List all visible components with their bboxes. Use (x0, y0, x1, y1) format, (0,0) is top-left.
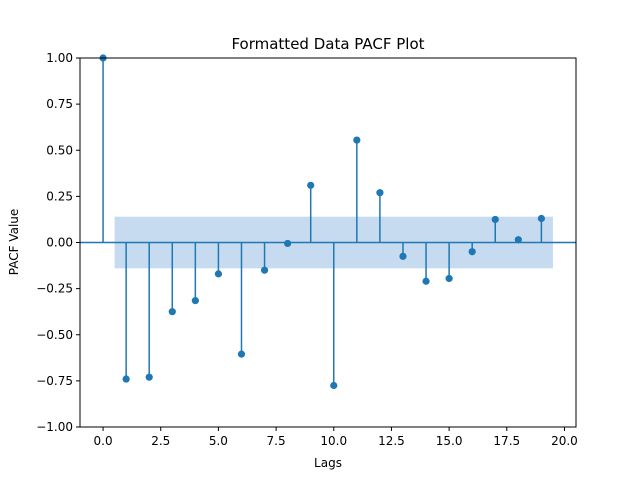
x-tick-label: 17.5 (493, 434, 520, 448)
data-point-lag-7 (260, 266, 269, 274)
x-tick-label: 5.0 (209, 434, 228, 448)
data-point-lag-10 (330, 381, 338, 390)
data-point-lag-4 (191, 297, 199, 305)
x-tick-label: 15.0 (436, 434, 463, 448)
data-point-lag-11 (353, 136, 361, 144)
x-tick-label: 20.0 (551, 434, 578, 448)
y-tick-label: 0.25 (46, 189, 73, 203)
data-point-lag-9 (307, 181, 315, 189)
data-point-lag-8 (284, 239, 292, 248)
y-tick-label: −1.00 (36, 420, 73, 434)
data-point-lag-17 (491, 215, 499, 224)
y-tick-label: −0.75 (36, 374, 73, 388)
plot-area: 0.0 2.5 5.0 7.5 10.0 12.5 15.0 17.5 20.0 1.00 0.75… (36, 51, 578, 448)
data-point-lag-3 (168, 308, 176, 316)
y-tick-label: 0.50 (46, 143, 73, 157)
data-point-lag-13 (399, 252, 407, 260)
y-tick-label: −0.25 (36, 282, 73, 296)
data-point-lag-18 (514, 236, 522, 244)
y-axis-label: PACF Value (7, 209, 21, 276)
data-point-lag-14 (422, 277, 430, 285)
data-point-lag-12 (376, 189, 384, 197)
x-tick-label: 0.0 (94, 434, 113, 448)
x-tick-label: 2.5 (151, 434, 170, 448)
data-point-lag-16 (468, 248, 476, 256)
x-tick-label: 7.5 (267, 434, 286, 448)
data-point-lag-5 (214, 270, 223, 278)
x-tick-label: 12.5 (378, 434, 405, 448)
data-point-lag-19 (537, 214, 545, 223)
y-tick-label: 1.00 (46, 51, 73, 65)
x-axis-label: Lags (314, 456, 342, 470)
chart-title: Formatted Data PACF Plot (231, 35, 424, 53)
data-point-lag-1 (122, 375, 130, 383)
x-tick-label: 10.0 (320, 434, 347, 448)
data-point-lag-6 (237, 350, 246, 358)
y-tick-label: 0.00 (46, 236, 73, 250)
y-tick-label: 0.75 (46, 97, 73, 111)
data-point-lag-15 (445, 274, 453, 283)
data-point-lag-2 (145, 373, 153, 381)
y-tick-label: −0.50 (36, 328, 73, 342)
